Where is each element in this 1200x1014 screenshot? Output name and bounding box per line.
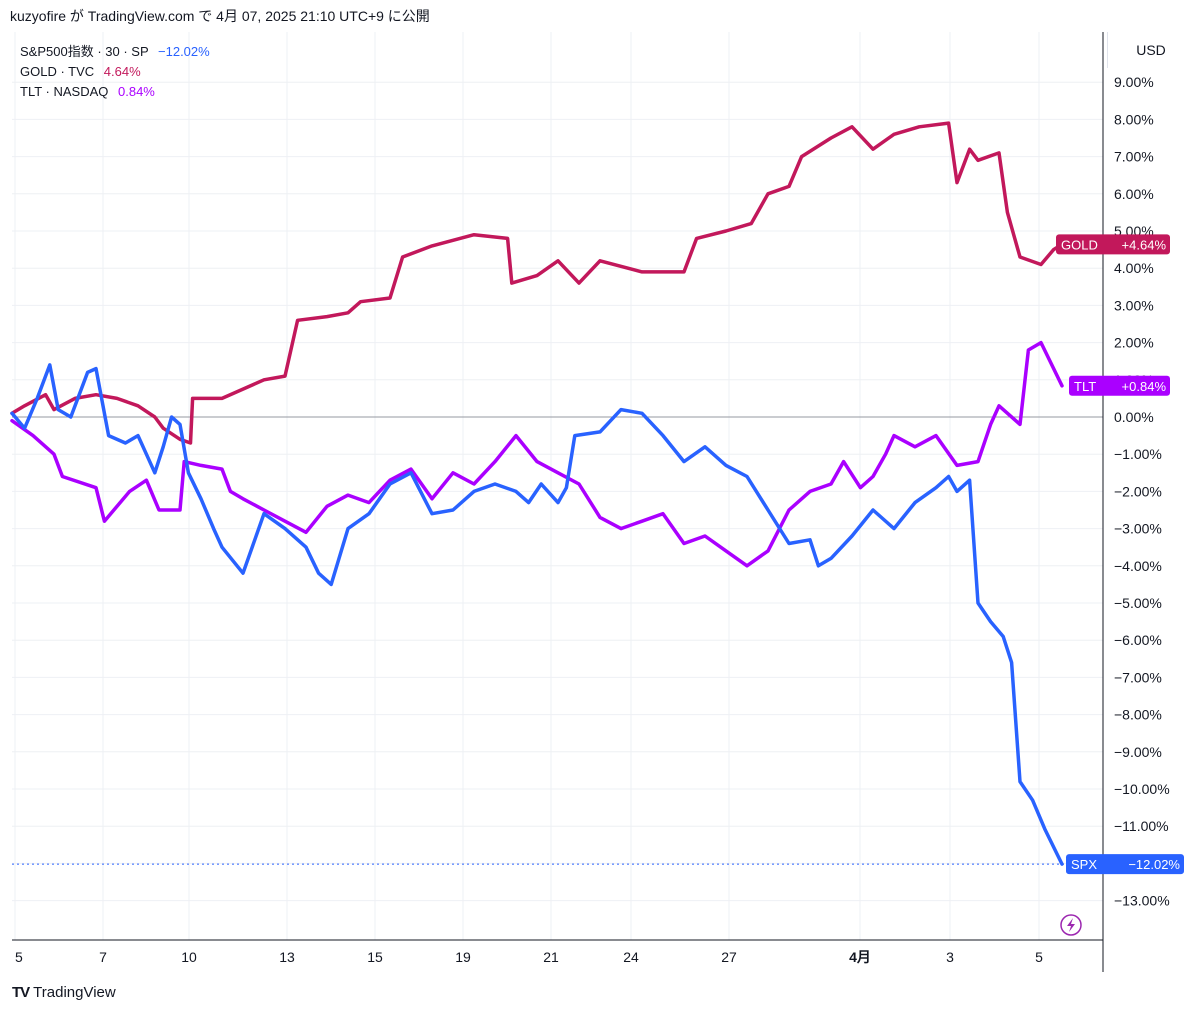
- y-tick-label: −11.00%: [1114, 818, 1169, 834]
- y-tick-label: 7.00%: [1114, 149, 1154, 165]
- y-tick-label: 8.00%: [1114, 111, 1154, 127]
- x-tick-label: 7: [99, 949, 107, 965]
- publish-header: kuzyofire が TradingView.com で 4月 07, 202…: [10, 8, 430, 24]
- x-tick-label: 15: [367, 949, 383, 965]
- series-tags: GOLD +4.64% TLT +0.84% SPX −12.02%: [1056, 234, 1184, 875]
- series-line-spx: [10, 363, 1064, 866]
- x-tick-label: 4月: [849, 949, 871, 965]
- series-tag-spx[interactable]: SPX −12.02%: [1066, 854, 1184, 875]
- currency-button[interactable]: USD: [1107, 32, 1194, 68]
- legend-item-gold[interactable]: GOLD · TVC 4.64%: [20, 62, 210, 82]
- y-tick-label: −4.00%: [1114, 558, 1162, 574]
- legend-value: 4.64%: [103, 64, 141, 79]
- x-tick-label: 13: [279, 949, 295, 965]
- y-tick-label: −10.00%: [1114, 781, 1170, 797]
- series-lines: [10, 121, 1064, 866]
- x-tick-label: 10: [181, 949, 197, 965]
- tag-name: TLT: [1074, 379, 1096, 394]
- y-tick-label: 2.00%: [1114, 335, 1154, 351]
- x-tick-label: 5: [15, 949, 23, 965]
- series-tag-tlt[interactable]: TLT +0.84%: [1069, 375, 1170, 396]
- y-tick-label: −3.00%: [1114, 521, 1162, 537]
- legend: S&P500指数 · 30 · SP −12.02% GOLD · TVC 4.…: [20, 42, 210, 102]
- footer-brand[interactable]: TV TradingView: [12, 984, 116, 1001]
- legend-item-tlt[interactable]: TLT · NASDAQ 0.84%: [20, 82, 210, 102]
- tag-value: +4.64%: [1122, 237, 1167, 252]
- y-tick-label: 6.00%: [1114, 186, 1154, 202]
- y-tick-label: 4.00%: [1114, 260, 1154, 276]
- y-tick-label: −1.00%: [1114, 446, 1162, 462]
- y-axis-ticks: 9.00%8.00%7.00%6.00%5.00%4.00%3.00%2.00%…: [1114, 74, 1170, 908]
- flash-icon[interactable]: [1060, 914, 1082, 936]
- tag-bg: [1056, 234, 1170, 255]
- x-tick-label: 21: [543, 949, 559, 965]
- zero-line: [12, 416, 1103, 865]
- x-tick-label: 5: [1035, 949, 1043, 965]
- series-line-gold: [10, 121, 1064, 445]
- y-tick-label: 9.00%: [1114, 74, 1154, 90]
- y-tick-label: −13.00%: [1114, 893, 1170, 909]
- legend-symbol: TLT · NASDAQ: [20, 84, 109, 99]
- tag-name: SPX: [1071, 857, 1097, 872]
- legend-value: −12.02%: [158, 44, 210, 59]
- series-line-tlt: [10, 340, 1064, 568]
- legend-value: 0.84%: [118, 84, 155, 99]
- legend-symbol: S&P500指数 · 30 · SP: [20, 44, 149, 59]
- y-tick-label: 0.00%: [1114, 409, 1154, 425]
- x-tick-label: 3: [946, 949, 954, 965]
- tag-bg: [1069, 375, 1170, 396]
- x-tick-label: 19: [455, 949, 471, 965]
- y-tick-label: −5.00%: [1114, 595, 1162, 611]
- x-tick-label: 27: [721, 949, 737, 965]
- x-axis-ticks: 5 7 10 13 15 19 21 24 27 4月 3 5: [15, 949, 1043, 965]
- tradingview-logo-icon: TV: [12, 984, 30, 1001]
- brand-name: TradingView: [33, 984, 116, 1001]
- tag-bg: [1066, 854, 1184, 875]
- tag-name: GOLD: [1061, 237, 1098, 252]
- y-tick-label: −8.00%: [1114, 707, 1162, 723]
- y-tick-label: −7.00%: [1114, 669, 1162, 685]
- legend-symbol: GOLD · TVC: [20, 64, 95, 79]
- y-tick-label: 3.00%: [1114, 297, 1154, 313]
- series-tag-gold[interactable]: GOLD +4.64%: [1056, 234, 1170, 255]
- y-tick-label: −2.00%: [1114, 483, 1162, 499]
- tag-value: −12.02%: [1128, 857, 1180, 872]
- y-tick-label: −9.00%: [1114, 744, 1162, 760]
- legend-item-spx[interactable]: S&P500指数 · 30 · SP −12.02%: [20, 42, 210, 62]
- y-tick-label: −6.00%: [1114, 632, 1162, 648]
- tag-value: +0.84%: [1122, 379, 1167, 394]
- axes: [12, 32, 1104, 972]
- x-tick-label: 24: [623, 949, 639, 965]
